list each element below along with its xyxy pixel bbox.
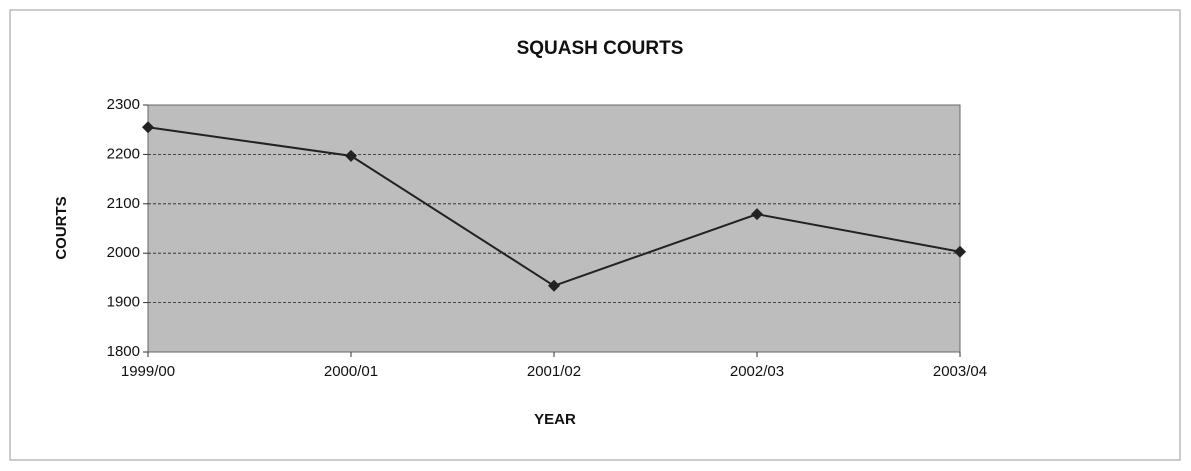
marker <box>548 279 560 292</box>
y-tick-label: 2100 <box>107 195 140 212</box>
x-axis-title: YEAR <box>534 411 576 428</box>
chart-title: SQUASH COURTS <box>517 38 684 59</box>
x-tick-label: 2003/04 <box>933 363 987 380</box>
marker <box>345 149 357 162</box>
y-tick-label: 2000 <box>107 244 140 261</box>
x-tick-label: 2002/03 <box>730 363 784 380</box>
y-tick-label: 1800 <box>107 343 140 360</box>
marker <box>954 245 966 258</box>
marker <box>751 208 763 221</box>
y-axis-title: COURTS <box>53 196 70 259</box>
y-tick-label: 2200 <box>107 145 140 162</box>
x-tick-label: 2000/01 <box>324 363 378 380</box>
y-tick-label: 2300 <box>107 96 140 113</box>
x-tick-label: 2001/02 <box>527 363 581 380</box>
y-tick-label: 1900 <box>107 294 140 311</box>
marker <box>142 121 154 134</box>
x-tick-label: 1999/00 <box>121 363 175 380</box>
